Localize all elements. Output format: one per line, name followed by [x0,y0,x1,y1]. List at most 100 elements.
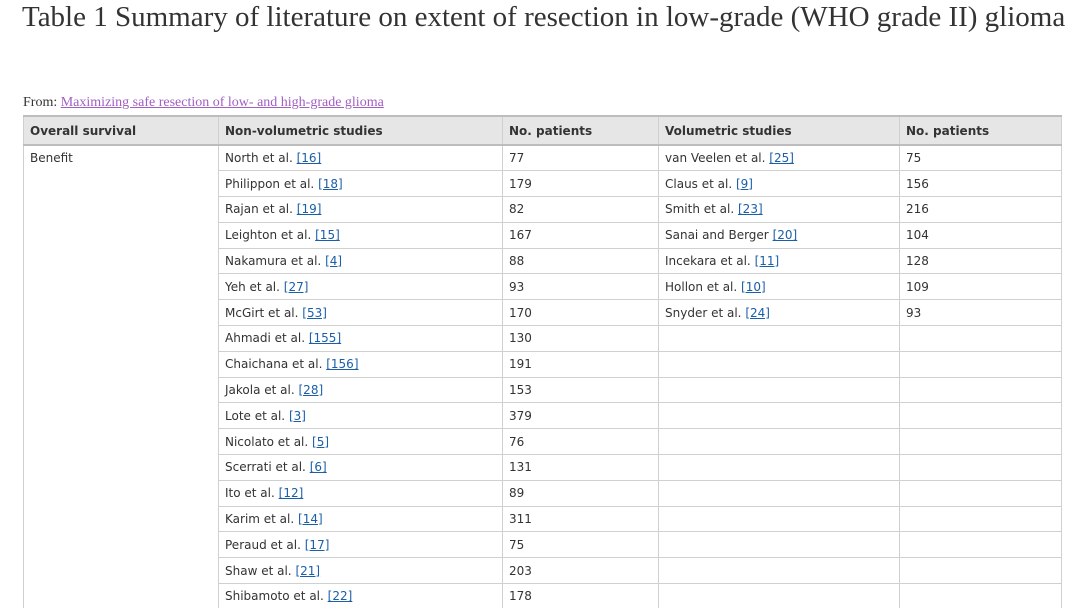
non-volumetric-patients-cell: 167 [502,221,659,249]
non-volumetric-study-cell: Shaw et al. [21] [218,557,503,585]
volumetric-study-cell [658,505,900,533]
non-volumetric-patients-cell: 75 [502,531,659,559]
non-volumetric-patients-cell: 89 [502,479,659,507]
table-row: Rajan et al. [19] 82 Smith et al. [23] 216 [24,196,1062,223]
volumetric-patients-cell [899,505,1062,533]
non-volumetric-study-cell: North et al. [16] [218,144,503,172]
author-name: Shaw et al. [225,563,292,578]
reference-link[interactable]: [25] [769,151,794,166]
from-label: From: [23,95,58,110]
non-volumetric-study-cell: Scerrati et al. [6] [218,454,503,481]
reference-link[interactable]: [9] [735,176,753,191]
table-row: Karim et al. [14] 311 [24,505,1062,533]
author-name: Nicolato et al. [225,434,309,449]
reference-link[interactable]: [17] [304,537,330,552]
reference-link[interactable]: [53] [302,305,327,320]
reference-link[interactable]: [24] [745,305,770,320]
table-row: Leighton et al. [15] 167 Sanai and Berger … [24,221,1062,249]
non-volumetric-study-cell: Leighton et al. [15] [218,221,503,249]
reference-link[interactable]: [12] [278,486,304,501]
reference-link[interactable]: [15] [315,228,340,243]
volumetric-study-cell: Smith et al. [23] [658,196,900,223]
reference-link[interactable]: [11] [754,254,780,269]
source-line: From: Maximizing safe resection of low- … [23,94,384,112]
author-name: Karim et al. [225,512,295,527]
author-name: North et al. [225,151,293,166]
volumetric-study-cell [658,454,900,481]
volumetric-patients-cell [899,376,1062,404]
reference-link[interactable]: [21] [295,563,321,578]
table-row: Nakamura et al. [4] 88 Incekara et al. [11… [24,247,1062,275]
reference-link[interactable]: [14] [298,512,323,527]
non-volumetric-patients-cell: 379 [502,402,659,430]
volumetric-study-cell: van Veelen et al. [25] [658,144,900,172]
non-volumetric-patients-cell: 153 [502,376,659,404]
volumetric-patients-cell [899,428,1062,456]
volumetric-study-cell [658,428,900,456]
table-row: Peraud et al. [17] 75 [24,531,1062,559]
author-name: van Veelen et al. [665,151,766,166]
volumetric-study-cell: Hollon et al. [10] [658,273,900,301]
table-row: Shaw et al. [21] 203 [24,557,1062,585]
column-header-volumetric-studies: Volumetric studies [658,115,900,146]
table-row: Scerrati et al. [6] 131 [24,454,1062,481]
volumetric-patients-cell: 75 [899,144,1062,172]
volumetric-patients-cell [899,479,1062,507]
reference-link[interactable]: [18] [318,176,343,191]
reference-link[interactable]: [5] [312,434,330,449]
column-header-no-patients-volumetric: No. patients [899,115,1062,146]
non-volumetric-study-cell: Chaichana et al. [156] [218,350,503,378]
author-name: Peraud et al. [225,537,301,552]
volumetric-study-cell: Sanai and Berger [20] [658,221,900,249]
non-volumetric-patients-cell: 179 [502,170,659,198]
author-name: Smith et al. [665,202,735,217]
non-volumetric-patients-cell: 311 [502,505,659,533]
non-volumetric-study-cell: Rajan et al. [19] [218,196,503,223]
non-volumetric-study-cell: Yeh et al. [27] [218,273,503,301]
table-row: Nicolato et al. [5] 76 [24,428,1062,456]
author-name: Hollon et al. [665,279,738,294]
volumetric-patients-cell [899,454,1062,481]
reference-link[interactable]: [19] [296,202,322,217]
author-name: Sanai and Berger [665,228,769,243]
non-volumetric-study-cell: Ito et al. [12] [218,479,503,507]
volumetric-patients-cell [899,583,1062,608]
reference-link[interactable]: [3] [288,408,306,423]
column-header-overall-survival: Overall survival [23,115,219,146]
author-name: Rajan et al. [225,202,293,217]
table-row: McGirt et al. [53] 170 Snyder et al. [24] 9… [24,299,1062,327]
non-volumetric-patients-cell: 88 [502,247,659,275]
reference-link[interactable]: [23] [738,202,763,217]
reference-link[interactable]: [27] [283,279,309,294]
volumetric-patients-cell [899,531,1062,559]
column-header-non-volumetric-studies: Non-volumetric studies [218,115,503,146]
non-volumetric-patients-cell: 178 [502,583,659,608]
table-row: Ahmadi et al. [155] 130 [24,325,1062,352]
reference-link[interactable]: [16] [296,151,322,166]
reference-link[interactable]: [156] [326,357,359,372]
table-title: Table 1 Summary of literature on extent … [22,1,1066,33]
volumetric-patients-cell: 156 [899,170,1062,198]
reference-link[interactable]: [10] [741,279,766,294]
non-volumetric-study-cell: Shibamoto et al. [22] [218,583,503,608]
non-volumetric-study-cell: McGirt et al. [53] [218,299,503,327]
author-name: Ahmadi et al. [225,331,306,346]
source-article-link[interactable]: Maximizing safe resection of low- and hi… [60,95,384,110]
non-volumetric-patients-cell: 76 [502,428,659,456]
reference-link[interactable]: [6] [309,460,327,475]
reference-link[interactable]: [20] [772,228,798,243]
reference-link[interactable]: [22] [327,589,353,604]
reference-link[interactable]: [155] [308,331,342,346]
literature-table: Overall survival Non-volumetric studies … [23,115,1062,608]
volumetric-study-cell [658,350,900,378]
author-name: Scerrati et al. [225,460,306,475]
overall-survival-group-cell: Benefit [23,144,219,608]
author-name: Shibamoto et al. [225,589,324,604]
table-body: Benefit North et al. [16] 77 van Veelen et … [23,144,1062,608]
reference-link[interactable]: [4] [325,254,343,269]
literature-table-container: Overall survival Non-volumetric studies … [23,115,1062,608]
table-row: Shibamoto et al. [22] 178 [24,583,1062,608]
reference-link[interactable]: [28] [298,383,324,398]
volumetric-patients-cell [899,402,1062,430]
volumetric-study-cell: Claus et al. [9] [658,170,900,198]
